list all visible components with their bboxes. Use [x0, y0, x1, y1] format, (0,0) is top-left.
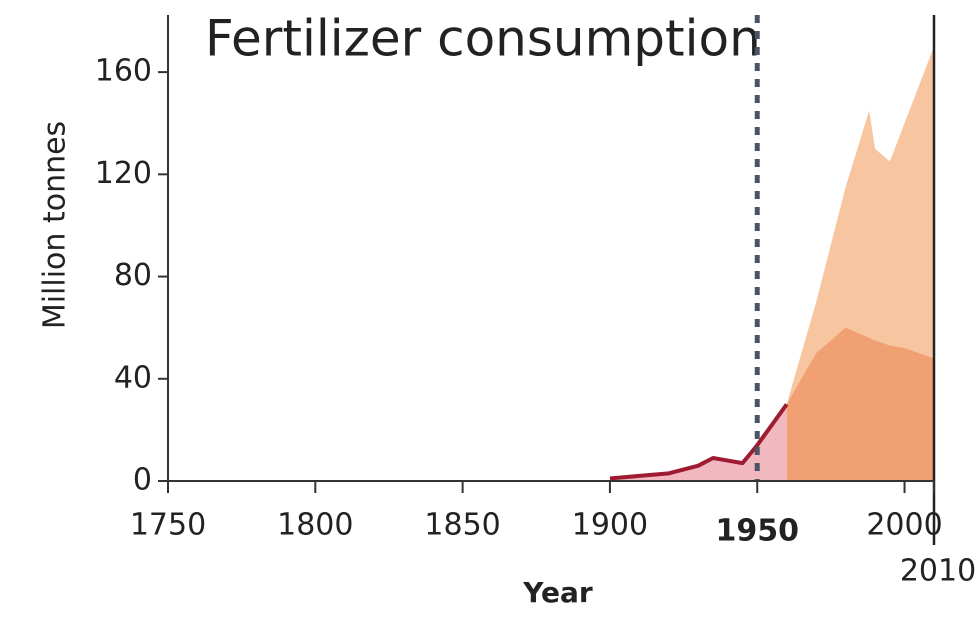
- y-tick-label: 0: [133, 463, 152, 498]
- x-tick-label: 1950: [715, 514, 799, 549]
- area: [786, 327, 934, 481]
- x-tick-label: 1900: [572, 508, 648, 543]
- y-tick-label: 160: [95, 54, 152, 89]
- y-tick-label: 40: [114, 360, 152, 395]
- chart-title: Fertilizer consumption: [205, 10, 761, 68]
- y-tick-label: 120: [95, 156, 152, 191]
- x-tick-label: 1850: [424, 508, 500, 543]
- x-axis-label: Year: [522, 576, 593, 609]
- y-axis-label: Million tonnes: [38, 121, 73, 329]
- x-tick-label: 2000: [866, 508, 942, 543]
- y-tick-label: 80: [114, 258, 152, 293]
- x-tick-label: 1800: [277, 508, 353, 543]
- x-tick-label: 2010: [900, 554, 976, 589]
- x-tick-label: 1750: [130, 508, 206, 543]
- line: [609, 403, 789, 481]
